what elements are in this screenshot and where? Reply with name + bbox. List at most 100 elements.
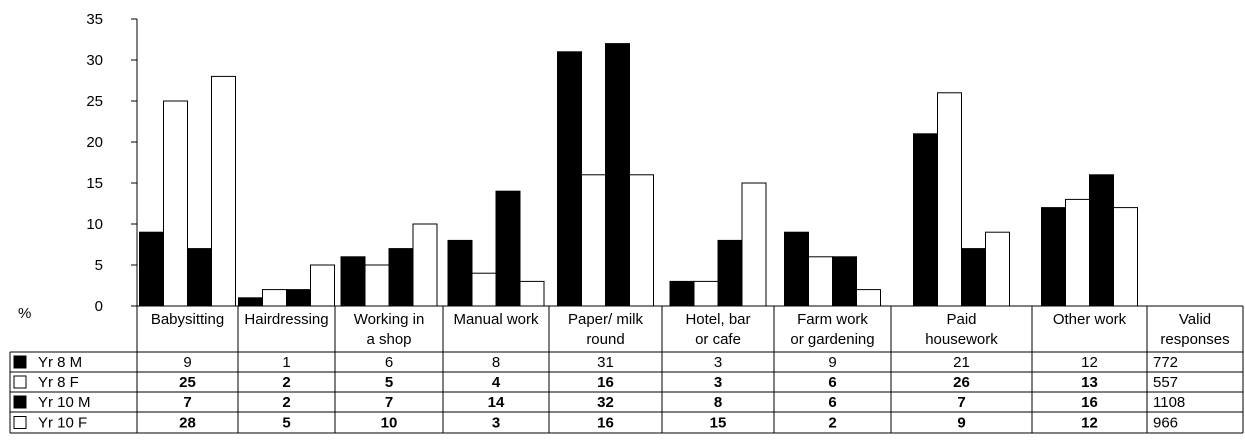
table-cell: 32 bbox=[597, 394, 614, 411]
bar bbox=[286, 289, 311, 307]
table-cell: 6 bbox=[828, 394, 836, 411]
valid-responses-cell: 772 bbox=[1153, 354, 1178, 371]
y-tick-label: 35 bbox=[86, 11, 103, 28]
table-cell: 1 bbox=[282, 354, 290, 371]
table-cell: 5 bbox=[282, 415, 290, 432]
y-tick-label: 15 bbox=[86, 175, 103, 192]
category-label: Manual work bbox=[453, 311, 539, 328]
table-cell: 21 bbox=[953, 354, 970, 371]
bar bbox=[495, 190, 521, 307]
valid-responses-cell: 1108 bbox=[1153, 394, 1185, 411]
bar bbox=[412, 223, 438, 307]
category-label: Farm work or gardening bbox=[790, 311, 874, 348]
table-cell: 6 bbox=[385, 354, 393, 371]
bar bbox=[856, 289, 881, 307]
bar bbox=[211, 75, 236, 307]
y-tick-label: 30 bbox=[86, 52, 103, 69]
table-cell: 12 bbox=[1081, 415, 1098, 432]
table-cell: 16 bbox=[597, 374, 614, 391]
bar bbox=[238, 297, 263, 307]
bar bbox=[832, 256, 857, 307]
legend-label: Yr 8 F bbox=[38, 374, 79, 391]
bar bbox=[388, 248, 414, 307]
table-cell: 14 bbox=[488, 394, 505, 411]
bar bbox=[808, 256, 833, 307]
table-cell: 2 bbox=[282, 394, 290, 411]
table-cell: 9 bbox=[957, 415, 965, 432]
bar bbox=[741, 182, 767, 307]
table-cell: 7 bbox=[957, 394, 965, 411]
bar bbox=[187, 248, 212, 307]
table-cell: 8 bbox=[714, 394, 722, 411]
table-cell: 16 bbox=[1081, 394, 1098, 411]
category-label: Hairdressing bbox=[244, 311, 328, 328]
table-cell: 4 bbox=[492, 374, 501, 391]
bar bbox=[913, 133, 938, 307]
bars bbox=[139, 43, 1138, 307]
bar bbox=[1089, 174, 1114, 307]
category-label: Paid housework bbox=[925, 311, 998, 348]
legend-label: Yr 10 M bbox=[38, 394, 91, 411]
bar bbox=[1065, 198, 1090, 307]
valid-responses-cell: 557 bbox=[1153, 374, 1178, 391]
y-axis-label: % bbox=[18, 305, 31, 322]
bar bbox=[557, 51, 582, 307]
legend-swatch bbox=[13, 416, 27, 429]
y-tick-label: 5 bbox=[95, 257, 103, 274]
legend-label: Yr 10 F bbox=[38, 415, 87, 432]
valid-responses-cell: 966 bbox=[1153, 415, 1178, 432]
bar bbox=[139, 231, 164, 307]
y-tick-label: 10 bbox=[86, 216, 103, 233]
bar bbox=[693, 280, 719, 307]
table-cell: 3 bbox=[714, 354, 722, 371]
bar bbox=[519, 280, 545, 307]
category-label: Paper/ milk round bbox=[568, 311, 644, 348]
valid-responses-header: Valid responses bbox=[1160, 311, 1229, 348]
bar bbox=[340, 256, 366, 307]
table-cell: 3 bbox=[492, 415, 500, 432]
table-cell: 10 bbox=[381, 415, 398, 432]
table-cell: 31 bbox=[597, 354, 614, 371]
table-cell: 9 bbox=[828, 354, 836, 371]
table-cell: 25 bbox=[179, 374, 196, 391]
bar bbox=[669, 280, 695, 307]
table-cell: 2 bbox=[282, 374, 290, 391]
table-cell: 6 bbox=[828, 374, 836, 391]
category-label: Other work bbox=[1053, 311, 1127, 328]
bar bbox=[1041, 207, 1066, 307]
table-cell: 9 bbox=[183, 354, 191, 371]
bar bbox=[262, 289, 287, 307]
table-cell: 12 bbox=[1081, 354, 1098, 371]
category-label: Working in a shop bbox=[354, 311, 425, 348]
table-cell: 26 bbox=[953, 374, 970, 391]
table-cell: 15 bbox=[710, 415, 727, 432]
bar bbox=[581, 174, 606, 307]
category-label: Babysitting bbox=[151, 311, 224, 328]
y-tick-label: 20 bbox=[86, 134, 103, 151]
table-cell: 5 bbox=[385, 374, 393, 391]
bar bbox=[447, 239, 473, 307]
bar bbox=[1113, 207, 1138, 307]
category-label: Hotel, bar or cafe bbox=[685, 311, 750, 348]
bar bbox=[784, 231, 809, 307]
table-cell: 28 bbox=[179, 415, 196, 432]
bar bbox=[605, 43, 630, 307]
legend-swatch bbox=[13, 395, 27, 409]
legend-swatch bbox=[13, 375, 27, 389]
legend-swatch bbox=[13, 355, 27, 369]
y-tick-label: 0 bbox=[95, 298, 103, 315]
bar bbox=[471, 272, 497, 307]
bar bbox=[717, 239, 743, 307]
table-cell: 2 bbox=[828, 415, 836, 432]
y-axis: 0 5 10 15 20 25 30 35 bbox=[86, 11, 138, 315]
y-tick-label: 25 bbox=[86, 93, 103, 110]
table-cell: 13 bbox=[1081, 374, 1098, 391]
table-cell: 8 bbox=[492, 354, 500, 371]
bar bbox=[310, 264, 335, 307]
bar bbox=[961, 248, 986, 307]
data-table: Babysitting Hairdressing Working in a shop M… bbox=[9, 305, 1244, 434]
table-cell: 16 bbox=[597, 415, 614, 432]
table-cell: 7 bbox=[183, 394, 191, 411]
bar bbox=[985, 231, 1010, 307]
